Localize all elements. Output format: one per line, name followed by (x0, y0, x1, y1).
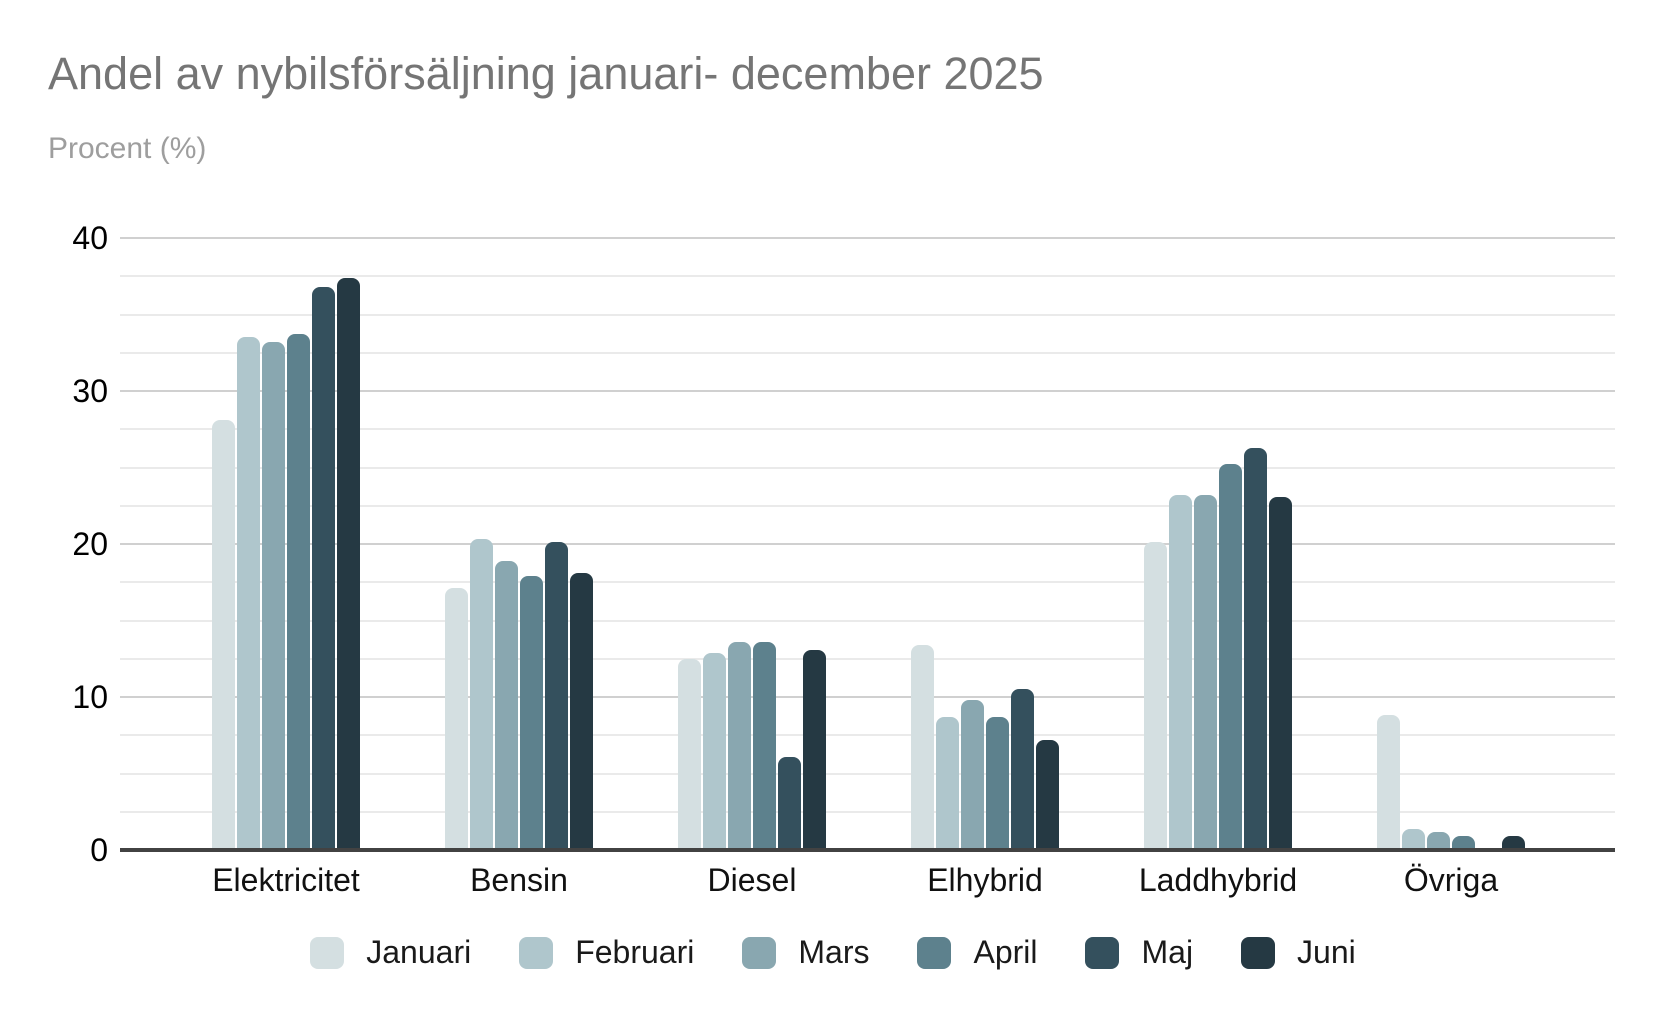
gridline-minor (120, 504, 1615, 507)
bar-bensin-juni[interactable] (570, 573, 593, 850)
legend-label-februari: Februari (575, 934, 695, 970)
gridline-minor (120, 313, 1615, 316)
legend-swatch-januari (310, 936, 345, 969)
legend-item-januari[interactable]: Januari (310, 934, 471, 971)
legend-label-april: April (973, 934, 1038, 970)
bar-övriga-april[interactable] (1452, 836, 1475, 850)
gridline-major (120, 696, 1615, 698)
bar-elektricitet-februari[interactable] (237, 337, 260, 850)
legend-item-maj[interactable]: Maj (1085, 934, 1193, 971)
legend-item-februari[interactable]: Februari (519, 934, 694, 971)
bar-elektricitet-januari[interactable] (212, 420, 235, 850)
y-tick-label-30: 30 (72, 373, 108, 409)
legend-swatch-mars (742, 936, 777, 969)
legend-label-mars: Mars (798, 934, 870, 970)
legend-label-juni: Juni (1297, 934, 1356, 970)
bar-bensin-januari[interactable] (445, 588, 468, 850)
bar-elhybrid-maj[interactable] (1011, 689, 1034, 850)
bar-laddhybrid-januari[interactable] (1144, 542, 1167, 850)
bar-diesel-februari[interactable] (703, 652, 726, 850)
gridline-major (120, 390, 1615, 392)
category-label-bensin: Bensin (470, 862, 568, 898)
bar-diesel-maj[interactable] (778, 756, 801, 850)
bar-övriga-januari[interactable] (1377, 715, 1400, 850)
bar-bensin-februari[interactable] (470, 539, 493, 850)
plot-area (120, 237, 1615, 850)
bar-elektricitet-april[interactable] (287, 334, 310, 850)
bar-övriga-juni[interactable] (1502, 836, 1525, 850)
chart-title: Andel av nybilsförsäljning januari- dece… (48, 48, 1044, 99)
bar-diesel-januari[interactable] (678, 658, 701, 850)
bar-laddhybrid-mars[interactable] (1194, 495, 1217, 850)
bar-elektricitet-mars[interactable] (262, 342, 285, 850)
chart-y-axis-title: Procent (%) (48, 132, 207, 165)
bar-laddhybrid-maj[interactable] (1244, 447, 1267, 850)
bar-diesel-april[interactable] (753, 641, 776, 850)
bar-övriga-februari[interactable] (1402, 828, 1425, 850)
bar-laddhybrid-april[interactable] (1219, 464, 1242, 850)
bar-elhybrid-januari[interactable] (911, 644, 934, 850)
category-label-diesel: Diesel (707, 862, 797, 898)
bar-bensin-mars[interactable] (495, 560, 518, 850)
legend-swatch-maj (1085, 936, 1120, 969)
gridline-minor (120, 734, 1615, 737)
bar-elhybrid-juni[interactable] (1036, 739, 1059, 850)
gridline-minor (120, 581, 1615, 584)
bar-laddhybrid-februari[interactable] (1169, 495, 1192, 850)
category-label-elhybrid: Elhybrid (927, 862, 1043, 898)
gridline-minor (120, 275, 1615, 278)
gridline-minor (120, 657, 1615, 660)
gridline-minor (120, 466, 1615, 469)
legend-item-mars[interactable]: Mars (742, 934, 869, 971)
category-label-elektricitet: Elektricitet (212, 862, 360, 898)
bar-diesel-mars[interactable] (728, 641, 751, 850)
bar-elhybrid-april[interactable] (986, 716, 1009, 850)
y-tick-label-20: 20 (72, 526, 108, 562)
category-label-laddhybrid: Laddhybrid (1138, 862, 1298, 898)
category-label-övriga: Övriga (1403, 862, 1499, 898)
gridline-major (120, 237, 1615, 239)
legend-swatch-juni (1241, 936, 1276, 969)
bar-laddhybrid-juni[interactable] (1269, 496, 1292, 850)
bar-elhybrid-mars[interactable] (961, 700, 984, 850)
gridline-minor (120, 351, 1615, 354)
gridline-major (120, 543, 1615, 545)
legend-swatch-februari (519, 936, 554, 969)
legend: Januari Februari Mars April Maj Juni (0, 934, 1666, 971)
legend-item-juni[interactable]: Juni (1241, 934, 1356, 971)
gridline-minor (120, 428, 1615, 431)
legend-label-januari: Januari (366, 934, 472, 970)
gridline-minor (120, 772, 1615, 775)
bar-elektricitet-maj[interactable] (312, 286, 335, 850)
bar-elektricitet-juni[interactable] (337, 277, 360, 850)
bar-bensin-april[interactable] (520, 576, 543, 850)
legend-label-maj: Maj (1141, 934, 1194, 970)
legend-item-april[interactable]: April (917, 934, 1037, 971)
x-axis-line (120, 848, 1615, 852)
bar-elhybrid-februari[interactable] (936, 716, 959, 850)
gridline-minor (120, 619, 1615, 622)
legend-swatch-april (917, 936, 952, 969)
bar-övriga-mars[interactable] (1427, 831, 1450, 850)
y-tick-label-40: 40 (72, 220, 108, 256)
bar-diesel-juni[interactable] (803, 649, 826, 850)
y-tick-label-10: 10 (72, 679, 108, 715)
gridline-minor (120, 810, 1615, 813)
y-tick-label-0: 0 (90, 832, 108, 868)
bar-bensin-maj[interactable] (545, 542, 568, 850)
